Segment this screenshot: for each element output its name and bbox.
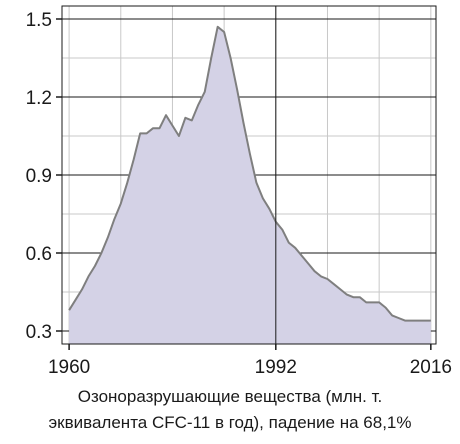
series-area-fill xyxy=(69,26,431,345)
chart-caption-line-1: Озоноразрушающие вещества (млн. т. xyxy=(77,387,383,406)
y-tick-label: 0.3 xyxy=(26,322,52,343)
chart-caption-line-2: эквивалента CFC-11 в год), падение на 68… xyxy=(48,413,412,432)
tick-labels: 0.3 0.6 0.9 1.2 1.5 1960 1992 2016 xyxy=(26,10,452,378)
x-tick-label: 2016 xyxy=(410,357,452,378)
x-tick-label: 1960 xyxy=(48,357,90,378)
area-chart: 0.3 0.6 0.9 1.2 1.5 1960 1992 2016 xyxy=(26,5,452,378)
x-tick-label: 1992 xyxy=(255,357,297,378)
series-line xyxy=(68,25,431,322)
y-tick-label: 0.6 xyxy=(26,244,52,265)
y-tick-label: 1.5 xyxy=(26,10,52,31)
y-tick-label: 0.9 xyxy=(26,166,52,187)
axis-ticks xyxy=(56,18,432,350)
y-tick-label: 1.2 xyxy=(26,88,52,109)
